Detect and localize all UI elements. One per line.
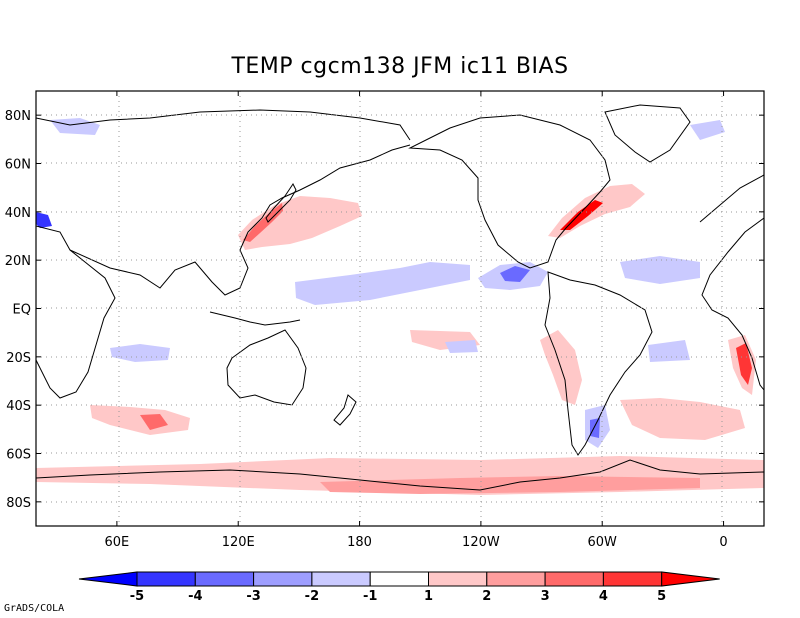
colorbar-label: 1 — [424, 589, 433, 604]
coast-south-america — [544, 271, 653, 456]
colorbar-boxes — [78, 571, 720, 587]
lat-tick-label: 80S — [6, 496, 31, 511]
lat-tick-label: 40N — [5, 206, 31, 221]
colorbar-label: -4 — [188, 589, 202, 604]
colorbar-box — [544, 571, 604, 587]
colorbar-label: -2 — [305, 589, 319, 604]
colorbar-label: 5 — [657, 589, 666, 604]
lat-tick-label: 60S — [6, 448, 31, 463]
axis-ticks: 60E 120E 180 120W 60W 0 80N 60N 40N 20N EQ 20S 40S 60… — [5, 91, 764, 550]
warm-core-benguela — [736, 343, 752, 385]
warm-core-kuroshio — [243, 203, 283, 242]
cold-patch-central-pacific — [295, 262, 470, 305]
warm-patch-kuroshio — [238, 196, 362, 250]
colorbar-label: 4 — [599, 589, 608, 604]
cold-patch-tropical-atlantic — [620, 256, 700, 284]
colorbar-box — [311, 571, 371, 587]
lon-tick-label: 0 — [719, 535, 727, 550]
lat-tick-label: 40S — [6, 399, 31, 414]
cold-patch-indian — [110, 344, 170, 362]
cold-core-patagonia — [590, 418, 600, 438]
colorbar-box — [602, 571, 663, 587]
lon-tick-label: 120E — [222, 535, 255, 550]
lat-tick-label: 80N — [5, 109, 31, 124]
colorbar-label: -1 — [363, 589, 377, 604]
cold-patch-south-pacific — [445, 340, 478, 353]
colorbar-box — [194, 571, 255, 587]
lat-tick-label: EQ — [13, 303, 31, 318]
coast-antarctica — [36, 459, 764, 491]
coast-africa-east — [36, 225, 116, 399]
colorbar-box — [136, 571, 196, 587]
colorbar-box — [486, 571, 546, 587]
colorbar-max-triangle — [661, 571, 720, 587]
coast-eurasia-north — [36, 109, 411, 141]
warm-core-southern-ocean — [320, 476, 700, 494]
cold-patch-south-atlantic — [648, 340, 690, 362]
coast-africa-west — [701, 217, 764, 391]
coast-indonesia — [209, 311, 301, 326]
cold-patch-mediterranean — [36, 212, 52, 228]
colorbar-box — [253, 571, 313, 587]
cold-core-mexico — [500, 266, 530, 282]
warm-patch-south-atlantic — [620, 398, 745, 440]
colorbar-box — [369, 571, 430, 587]
colorbar-label: -5 — [130, 589, 144, 604]
bias-anomaly-fields — [36, 118, 764, 495]
cold-patch-arctic — [50, 118, 100, 135]
coast-north-america — [408, 114, 611, 269]
coast-japan — [265, 183, 297, 223]
lon-tick-label: 60W — [588, 535, 618, 550]
lat-tick-label: 60N — [5, 158, 31, 173]
coast-greenland — [604, 104, 691, 163]
colorbar-min-triangle — [78, 571, 138, 587]
credit-text: GrADS/COLA — [4, 603, 65, 614]
coast-new-zealand — [333, 394, 357, 426]
coastlines — [36, 104, 764, 491]
lon-tick-label: 60E — [105, 535, 130, 550]
lat-tick-label: 20N — [5, 254, 31, 269]
lat-tick-label: 20S — [6, 351, 31, 366]
lon-tick-label: 180 — [347, 535, 372, 550]
colorbar-label: -3 — [246, 589, 260, 604]
colorbar-label: 3 — [541, 589, 550, 604]
map-title: TEMP cgcm138 JFM ic11 BIAS — [231, 54, 569, 79]
cold-patch-greenland-sea — [690, 120, 725, 140]
colorbar: -5 -4 -3 -2 -1 1 2 3 4 5 — [78, 571, 720, 604]
lon-tick-label: 120W — [462, 535, 500, 550]
coast-europe — [699, 174, 764, 223]
colorbar-labels: -5 -4 -3 -2 -1 1 2 3 4 5 — [130, 589, 666, 604]
colorbar-label: 2 — [482, 589, 491, 604]
colorbar-box — [428, 571, 488, 587]
coast-eurasia-south — [69, 144, 411, 296]
warm-core-south-indian — [140, 414, 168, 430]
warm-patch-south-indian — [90, 405, 190, 435]
coast-australia — [226, 329, 307, 406]
